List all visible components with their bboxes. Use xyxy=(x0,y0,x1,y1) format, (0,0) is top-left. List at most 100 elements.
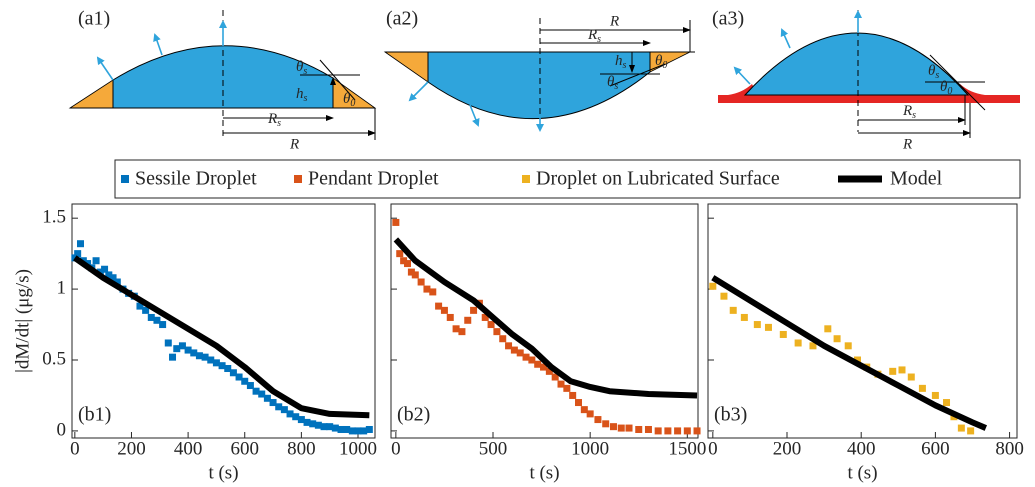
point xyxy=(794,339,802,347)
point xyxy=(824,325,832,333)
point xyxy=(101,265,109,273)
point xyxy=(169,353,177,361)
point xyxy=(967,427,975,435)
diagram-a1: (a1) θs hs θ0 Rs R xyxy=(68,8,377,152)
arrow xyxy=(733,66,751,85)
point xyxy=(113,278,121,286)
plot-area xyxy=(390,203,699,439)
x-tick-label: 1500 xyxy=(668,438,706,459)
legend-marker xyxy=(121,175,129,183)
y-tick-label: 1 xyxy=(57,277,67,298)
point xyxy=(400,257,408,265)
legend-label: Pendant Droplet xyxy=(308,168,439,190)
legend-label: Droplet on Lubricated Surface xyxy=(536,168,780,190)
point xyxy=(105,271,113,279)
point xyxy=(446,313,454,321)
point xyxy=(635,425,643,433)
point xyxy=(173,345,181,353)
point xyxy=(464,316,472,324)
x-tick-label: 600 xyxy=(230,438,259,459)
point xyxy=(224,365,232,373)
x-tick-label: 400 xyxy=(174,438,203,459)
point xyxy=(580,406,588,414)
y-tick-label: 1.5 xyxy=(42,207,66,228)
point xyxy=(195,352,203,360)
point xyxy=(258,390,266,398)
y-axis-label: |dM/dt| (μg/s) xyxy=(12,269,33,373)
point xyxy=(487,321,495,329)
theta-s: θs xyxy=(928,63,939,81)
point xyxy=(569,391,577,399)
point xyxy=(286,410,294,418)
point xyxy=(753,321,761,329)
x-axis-label: t (s) xyxy=(529,462,559,483)
point xyxy=(664,427,672,435)
point xyxy=(354,427,362,435)
x-tick-label: 400 xyxy=(847,438,876,459)
x-tick-label: 1000 xyxy=(571,438,609,459)
x-tick-label: 0 xyxy=(708,438,718,459)
r-s: Rs xyxy=(902,103,916,121)
x-tick-label: 0 xyxy=(70,438,80,459)
point xyxy=(263,394,271,402)
point xyxy=(348,427,356,435)
r-s: Rs xyxy=(587,27,601,45)
diagram-a3: (a3) θs θ0 Rs R xyxy=(712,8,1020,152)
r: R xyxy=(609,13,619,29)
point xyxy=(440,306,448,314)
point xyxy=(534,360,542,368)
point xyxy=(429,288,437,296)
point xyxy=(331,424,339,432)
point xyxy=(74,250,82,258)
point xyxy=(92,257,100,265)
r: R xyxy=(902,136,912,152)
point xyxy=(275,403,283,411)
point xyxy=(201,353,209,361)
point xyxy=(545,367,553,375)
point xyxy=(360,427,368,435)
h-s: hs xyxy=(615,53,627,71)
point xyxy=(617,424,625,432)
point xyxy=(184,346,192,354)
point xyxy=(246,382,254,390)
guide xyxy=(319,59,356,101)
x-tick-label: 1000 xyxy=(339,438,377,459)
point xyxy=(252,387,260,395)
point xyxy=(594,416,602,424)
point xyxy=(76,240,84,248)
x-tick-label: 800 xyxy=(287,438,316,459)
point xyxy=(235,373,243,381)
plot-area xyxy=(71,203,376,439)
point xyxy=(337,425,345,433)
x-tick-label: 500 xyxy=(479,438,508,459)
point xyxy=(423,285,431,293)
point xyxy=(142,306,150,314)
point xyxy=(625,424,633,432)
point xyxy=(303,418,311,426)
arrow xyxy=(96,56,114,81)
guide xyxy=(609,63,666,87)
point xyxy=(809,342,817,350)
h-s: hs xyxy=(296,86,308,104)
point xyxy=(740,313,748,321)
x-tick-label: 200 xyxy=(773,438,802,459)
r-s: Rs xyxy=(267,111,281,129)
point xyxy=(505,342,513,350)
x-tick-label: 600 xyxy=(921,438,950,459)
point xyxy=(109,274,117,282)
x-axis-label: t (s) xyxy=(208,462,238,483)
point xyxy=(844,342,852,350)
point xyxy=(575,399,583,407)
x-tick-label: 200 xyxy=(117,438,146,459)
wedge xyxy=(68,79,114,109)
point xyxy=(551,373,559,381)
point xyxy=(326,423,334,431)
point xyxy=(654,427,662,435)
point xyxy=(563,384,571,392)
panel-label: (a1) xyxy=(78,8,110,30)
legend-marker xyxy=(522,175,530,183)
panel-label: (a2) xyxy=(386,8,418,30)
point xyxy=(907,373,915,381)
